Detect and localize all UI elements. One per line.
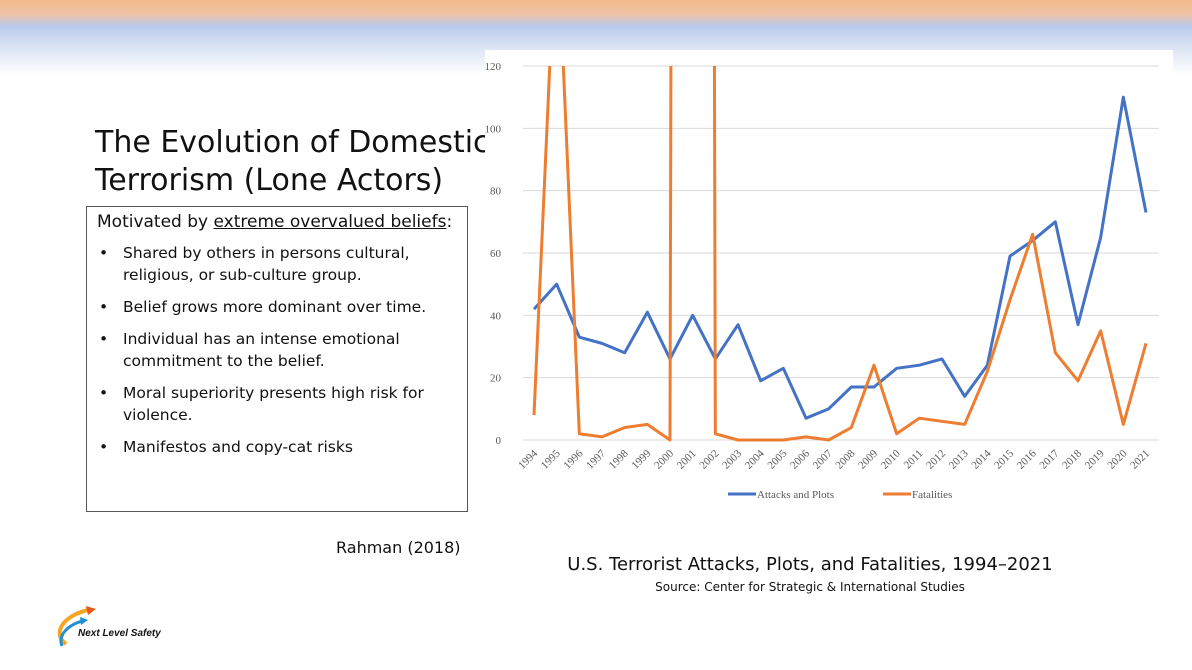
lead-underlined: extreme overvalued beliefs	[213, 212, 447, 232]
logo-blue-arrowhead	[80, 617, 88, 625]
title-line-1: The Evolution of Domestic	[95, 125, 490, 160]
x-tick-label: 1998	[607, 447, 631, 471]
y-tick-label: 0	[496, 435, 502, 447]
legend-label: Fatalities	[912, 489, 952, 501]
y-tick-label: 40	[490, 310, 502, 322]
chart-caption: U.S. Terrorist Attacks, Plots, and Fatal…	[567, 554, 1053, 575]
x-tick-label: 1996	[561, 447, 585, 471]
bullet-item: Individual has an intense emotional comm…	[97, 328, 457, 372]
x-tick-label: 2000	[652, 447, 676, 471]
logo-text: Next Level Safety	[78, 628, 161, 639]
x-tick-label: 2003	[720, 447, 744, 471]
lead-suffix: :	[446, 212, 453, 232]
x-tick-label: 1995	[539, 447, 563, 471]
logo-orange-arrowhead	[86, 606, 96, 615]
logo-blue-arrow	[59, 619, 83, 647]
x-tick-label: 1999	[629, 447, 653, 471]
x-tick-label: 2016	[1015, 447, 1039, 471]
lead-prefix: Motivated by	[97, 212, 214, 232]
x-tick-label: 2013	[947, 447, 971, 471]
x-tick-label: 2021	[1128, 448, 1152, 472]
bullet-item: Shared by others in persons cultural, re…	[97, 242, 457, 286]
series-line-fatalities	[532, 66, 1148, 442]
y-tick-label: 60	[490, 248, 502, 260]
x-tick-label: 2005	[765, 447, 789, 471]
x-tick-label: 2017	[1037, 447, 1061, 471]
bullet-item: Moral superiority presents high risk for…	[97, 382, 457, 426]
bullet-list: Shared by others in persons cultural, re…	[97, 242, 457, 458]
x-tick-label: 2006	[788, 447, 812, 471]
bullet-item: Manifestos and copy-cat risks	[97, 436, 457, 458]
x-tick-label: 2008	[833, 447, 857, 471]
x-tick-label: 2004	[743, 447, 767, 471]
bullet-item: Belief grows more dominant over time.	[97, 296, 457, 318]
x-tick-label: 2009	[856, 447, 880, 471]
logo-orange-arrow	[57, 608, 89, 646]
x-tick-label: 1994	[516, 447, 540, 471]
series-line-attacks-and-plots	[532, 95, 1148, 420]
x-tick-label: 2018	[1060, 447, 1084, 471]
x-tick-label: 2002	[697, 448, 721, 472]
citation: Rahman (2018)	[336, 538, 461, 557]
x-tick-label: 2020	[1105, 447, 1129, 471]
legend-label: Attacks and Plots	[757, 489, 834, 501]
y-tick-label: 80	[490, 186, 502, 198]
lead-text: Motivated by extreme overvalued beliefs:	[97, 211, 457, 234]
company-logo: Next Level Safety	[52, 606, 182, 652]
x-tick-label: 2010	[879, 447, 903, 471]
chart: 0 20 40 60 80 100 120 1994 1995 1996 1997 1998 1999 2…	[485, 50, 1173, 512]
x-tick-label: 2012	[924, 448, 948, 472]
x-tick-label: 2015	[992, 447, 1016, 471]
y-tick-label: 20	[490, 373, 502, 385]
line-chart: 0204060801001201994199519961997199819992…	[485, 61, 1159, 501]
x-tick-label: 2007	[811, 447, 835, 471]
x-tick-label: 2001	[675, 448, 699, 472]
y-tick-label: 120	[485, 61, 502, 73]
beliefs-box: Motivated by extreme overvalued beliefs:…	[86, 206, 468, 512]
chart-source: Source: Center for Strategic & Internati…	[655, 580, 965, 594]
title-line-2: Terrorism (Lone Actors)	[95, 163, 444, 198]
x-tick-label: 2011	[902, 448, 926, 472]
x-tick-label: 2019	[1083, 447, 1107, 471]
x-tick-label: 2014	[969, 447, 993, 471]
y-tick-label: 100	[485, 123, 502, 135]
logo-swoosh-icon: Next Level Safety	[57, 606, 161, 647]
slide-title: The Evolution of Domestic Terrorism (Lone…	[95, 124, 490, 200]
x-tick-label: 1997	[584, 447, 608, 471]
